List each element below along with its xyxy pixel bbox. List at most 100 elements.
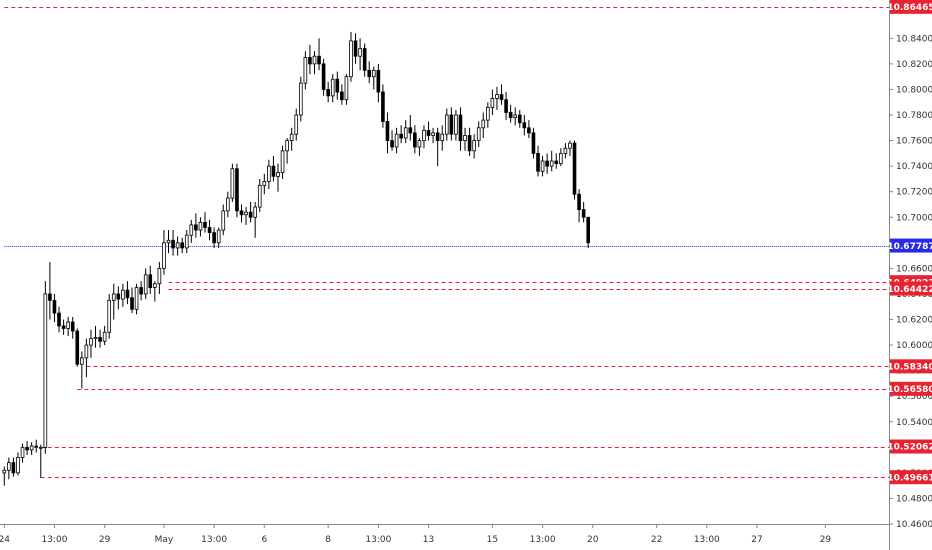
candle [276,163,280,192]
candle-body [444,114,449,135]
candle [194,213,198,238]
candle-body [572,142,577,195]
candle-body [289,133,294,141]
candle [298,76,303,122]
candle-body [16,457,20,474]
candle [121,283,125,307]
candle-body [467,135,472,152]
candle [554,153,559,169]
time-axis[interactable]: 24 13:00 29 May 13:00 6 8 13:00 13 15 13:00 20 22 13:… [0,524,831,545]
candle-body [216,229,221,244]
candle [312,51,317,75]
candle [321,58,326,96]
candle [549,150,554,172]
candle-body [431,132,435,136]
candle [467,127,472,156]
candle [285,138,289,164]
candle-body [225,197,230,212]
time-tick-label: 15 [487,535,498,545]
price-tick-label: 10.70000 [896,213,932,223]
time-tick-label: May [155,535,174,545]
candle [166,230,171,254]
candle-body [353,40,358,57]
candle-body [499,94,504,101]
level-badge: 10.49661 [887,470,932,485]
candle [362,43,367,77]
candle-body [38,446,43,449]
candle-body [294,114,299,135]
candle-body [262,181,267,186]
candle-body [244,211,248,216]
candle-body [559,152,563,164]
candle-body [568,142,572,149]
candle-body [198,221,203,231]
candle [143,268,148,300]
candle [244,207,248,225]
candle [70,316,75,339]
candle [153,281,157,302]
candle-body [362,48,367,71]
time-tick-label: 29 [820,535,832,545]
candle-body [586,216,591,244]
candle [93,325,98,348]
candle-body [130,297,134,310]
candle-body [20,446,25,458]
candle-body [577,193,581,210]
candle [25,440,29,455]
candle-body [463,135,467,141]
candle-body [121,289,125,300]
price-tick-label: 10.80000 [896,85,932,95]
candle-body [394,133,399,148]
candle [34,439,39,453]
candle-body [545,160,549,167]
time-tick-label: 13:00 [41,535,67,545]
level-lines [4,7,889,478]
candle [116,286,121,310]
candle-body [139,287,143,295]
candle [472,134,476,159]
candle-body [422,129,426,141]
candle-body [321,63,326,90]
candle-body [549,160,554,167]
candle-body [303,57,308,84]
candle [444,108,449,141]
candle-body [66,321,70,329]
candle-body [29,445,34,451]
candle-body [253,206,257,218]
candle [7,457,11,480]
candle [376,63,381,103]
candle [207,219,212,241]
candle [458,107,463,151]
candle-body [93,337,98,340]
candle [189,219,194,243]
candle [303,51,308,90]
candle-body [317,55,321,65]
candle-body [340,91,344,101]
candle [57,306,61,333]
price-tick-label: 10.48000 [896,494,932,504]
candle [139,281,143,301]
candle-body [371,69,376,78]
candle [440,125,445,151]
candle-body [536,152,540,172]
candle [20,443,25,463]
candle [559,148,563,167]
candle-body [239,210,244,216]
level-badge: 10.52062 [887,439,932,454]
candle-body [107,299,112,333]
candle-body [440,133,445,141]
candle-body [426,129,431,136]
level-badge-label: 10.49661 [887,473,932,483]
candle-body [148,274,153,288]
candle-body [203,221,207,228]
candle-body [490,98,495,108]
candle-body [184,234,189,249]
candle [257,178,262,213]
candle [568,140,572,156]
candle-body [230,168,235,199]
time-tick-label: 29 [99,535,111,545]
candle [111,283,116,320]
candle [399,125,403,144]
candle [586,216,591,248]
candle [221,204,226,236]
